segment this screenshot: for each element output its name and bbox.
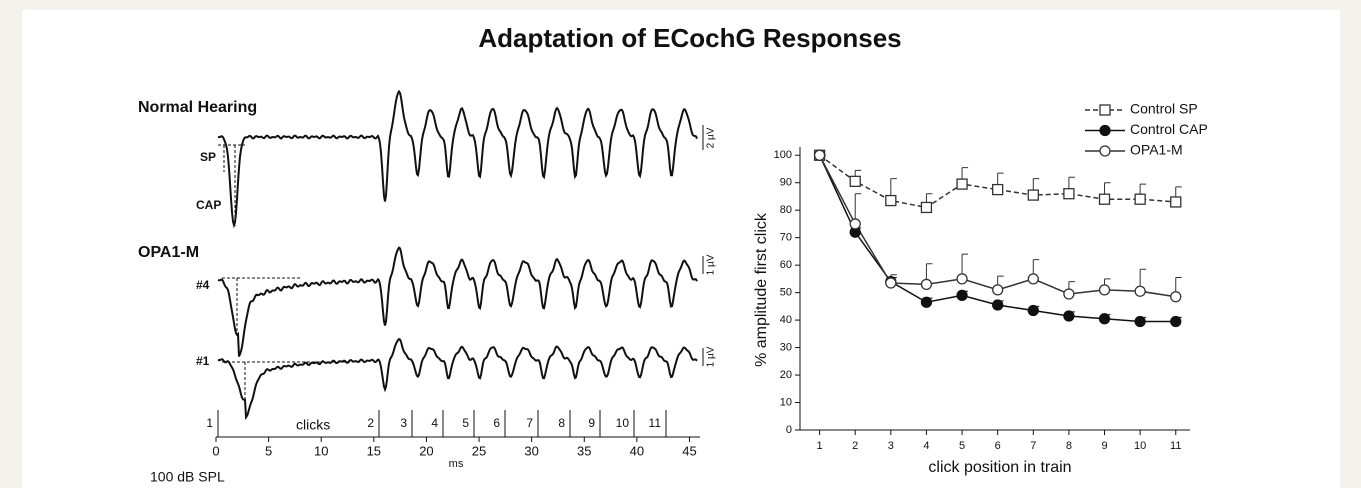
figure-title: Adaptation of ECochG Responses [478,23,901,53]
marker [956,178,968,190]
trace-label: CAP [196,198,221,212]
waveform [217,246,698,357]
legend-label: Control CAP [1130,121,1208,137]
marker [1027,304,1039,317]
legend-label: OPA1-M [1130,142,1183,158]
x-tick-label: 5 [959,440,965,452]
x-tick-label: 40 [630,443,644,458]
marker [956,273,968,285]
click-number: 3 [400,416,407,430]
marker [992,299,1004,311]
waveform [217,89,698,229]
x-tick-label: 45 [682,443,696,458]
y-tick-label: 10 [780,396,792,408]
x-tick-label: 4 [923,440,929,452]
marker [1098,193,1111,205]
x-tick-label: 25 [472,443,486,458]
marker [1063,288,1075,300]
waveform [217,337,698,421]
y-tick-label: 90 [780,177,792,189]
x-tick-label: 30 [524,443,538,458]
x-axis-label: ms [449,458,464,470]
level-label: 100 dB SPL [150,469,225,485]
x-tick-label: 10 [1134,440,1146,452]
y-tick-label: 60 [780,259,792,271]
marker [1134,285,1146,297]
scale-label: 1 µV [706,254,717,275]
trace-label: SP [200,150,216,164]
marker [885,194,897,207]
marker [920,278,933,291]
marker [1098,284,1111,296]
x-tick-label: 1 [817,440,823,452]
x-tick-label: 15 [367,443,381,458]
y-tick-label: 0 [786,424,792,436]
marker [1063,188,1075,200]
marker [1134,315,1146,328]
marker [992,284,1004,296]
marker [992,183,1004,196]
x-tick-label: 0 [212,443,219,458]
y-axis-label: % amplitude first click [753,212,770,367]
x-tick-label: 35 [577,443,591,458]
marker [849,218,861,230]
click-number: 4 [431,416,438,430]
y-tick-label: 50 [780,287,792,299]
x-tick-label: 6 [995,440,1001,452]
y-tick-label: 70 [780,232,792,244]
y-tick-label: 20 [780,369,792,381]
scale-label: 2 µV [706,127,717,148]
group-label: OPA1-M [138,244,199,261]
x-tick-label: 3 [888,440,894,452]
x-tick-label: 9 [1101,440,1107,452]
click-number: 1 [206,416,213,430]
marker [1170,196,1182,208]
scale-label: 1 µV [706,346,717,367]
y-tick-label: 40 [780,314,792,326]
marker [849,175,861,187]
x-tick-label: 7 [1030,440,1036,452]
click-number: 5 [462,416,469,430]
marker [1027,189,1039,201]
marker [1099,104,1111,116]
panel-background [22,10,1340,488]
x-tick-label: 8 [1066,440,1072,452]
marker [813,149,826,161]
clicks-label: clicks [296,417,330,433]
marker [1027,273,1039,285]
x-tick-label: 11 [1170,440,1181,452]
trace-label: #4 [196,278,210,292]
click-number: 2 [367,416,374,430]
legend-label: Control SP [1130,101,1198,117]
marker [956,289,968,302]
x-tick-label: 10 [314,443,328,458]
x-tick-label: 5 [265,443,272,458]
marker [1099,145,1111,157]
y-tick-label: 30 [780,341,792,353]
marker [1063,310,1075,322]
marker [920,201,933,214]
click-number: 6 [493,416,500,430]
click-number: 9 [588,416,595,430]
click-number: 11 [649,416,662,430]
marker [1099,124,1111,137]
marker [920,296,933,308]
click-number: 7 [526,416,533,430]
y-tick-label: 80 [780,204,792,216]
marker [1170,291,1182,303]
marker [885,277,897,289]
marker [1098,313,1111,325]
x-tick-label: 20 [419,443,433,458]
group-label: Normal Hearing [138,99,257,116]
x-axis-label: click position in train [928,459,1071,476]
trace-label: #1 [196,354,210,368]
y-tick-label: 100 [774,149,792,161]
click-number: 8 [558,416,565,430]
click-number: 10 [616,416,630,430]
marker [1134,193,1146,205]
marker [1170,315,1182,328]
x-tick-label: 2 [852,440,858,452]
